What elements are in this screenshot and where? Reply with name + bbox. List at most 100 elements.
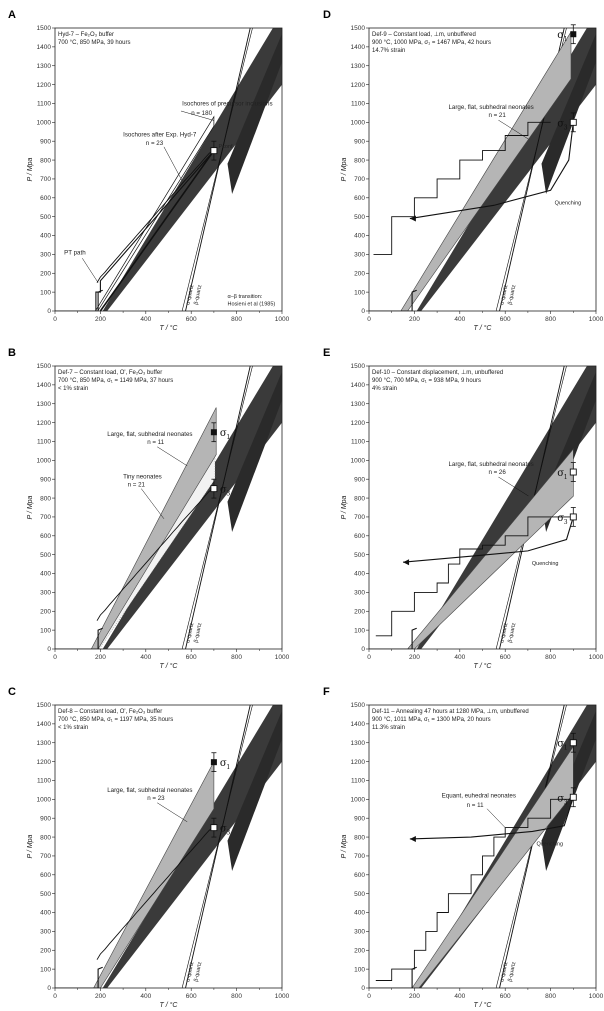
x-tick-label: 400 — [140, 654, 151, 661]
info-line: Def-9 – Constant load, ⊥m, unbuffered — [372, 31, 476, 38]
y-axis-label: P / Mpa — [341, 495, 348, 519]
info-line: 14.7% strain — [372, 48, 405, 54]
y-tick-label: 1300 — [351, 740, 366, 747]
heating-path — [369, 627, 417, 649]
y-tick-label: 300 — [354, 590, 365, 597]
x-tick-label: 200 — [409, 316, 420, 323]
annotation-pt-path: PT path — [64, 249, 86, 256]
y-tick-label: 200 — [40, 608, 51, 615]
panel-letter-E: E — [323, 347, 330, 359]
x-tick-label: 800 — [231, 993, 242, 1000]
isochore-steps — [375, 516, 574, 637]
y-tick-label: 100 — [40, 627, 51, 634]
y-tick-label: 1400 — [351, 44, 366, 51]
sigma1-point-sigma: σ — [220, 758, 227, 769]
y-tick-label: 0 — [361, 646, 365, 653]
annotation-large-n: n = 26 — [488, 469, 506, 476]
y-tick-label: 1300 — [37, 740, 52, 747]
sigma3-point-sigma: σ — [557, 118, 564, 129]
heating-path — [55, 289, 103, 311]
sigma1-point-sub: 1 — [226, 764, 230, 771]
sigma1-point-sigma: σ — [557, 30, 564, 41]
y-tick-label: 500 — [354, 552, 365, 559]
x-tick-label: 1000 — [275, 316, 290, 323]
y-tick-label: 100 — [354, 966, 365, 973]
x-tick-label: 1000 — [589, 316, 604, 323]
y-tick-label: 600 — [354, 872, 365, 879]
y-tick-label: 1200 — [351, 759, 366, 766]
dark-wedge — [227, 371, 282, 532]
y-tick-label: 1500 — [37, 25, 52, 32]
quenching-label: Quenching — [532, 561, 559, 567]
x-tick-label: 0 — [53, 316, 57, 323]
annotation-large-n: n = 23 — [147, 795, 165, 802]
y-tick-label: 1000 — [37, 797, 52, 804]
panel-letter-B: B — [8, 347, 16, 359]
x-axis-label: T / °C — [160, 324, 179, 332]
beta-quartz-label: β-quartz — [193, 622, 203, 643]
x-tick-label: 200 — [95, 316, 106, 323]
y-tick-label: 1100 — [37, 101, 51, 108]
y-tick-label: 1500 — [37, 702, 52, 709]
y-tick-label: 500 — [40, 891, 51, 898]
quenching-label: Quenching — [536, 841, 563, 847]
y-tick-label: 700 — [40, 514, 51, 521]
sigma1-point-sub: 1 — [564, 474, 568, 481]
info-line: Def-7 – Constant load, O', Fe₂O₃ buffer — [58, 370, 162, 376]
annotation-precursor-n: n = 180 — [191, 110, 212, 117]
isochore-steps — [96, 488, 215, 621]
x-tick-label: 800 — [545, 316, 556, 323]
plot-area-B — [55, 366, 282, 649]
dark-wedge — [227, 33, 282, 195]
x-tick-label: 0 — [367, 993, 371, 1000]
reference-line — [181, 28, 253, 311]
alpha-quartz-label: α-quartz — [185, 284, 195, 305]
sigma3-point-marker — [210, 824, 218, 832]
isochore-line — [99, 150, 215, 311]
y-tick-label: 800 — [354, 495, 365, 502]
annotation-large-leader — [157, 802, 188, 822]
y-tick-label: 1100 — [351, 778, 365, 785]
annotation-large-n: n = 11 — [147, 439, 164, 446]
y-tick-label: 1300 — [351, 63, 366, 70]
y-tick-label: 300 — [40, 252, 51, 259]
panel-letter-A: A — [8, 9, 16, 21]
x-axis-label: T / °C — [474, 662, 493, 670]
x-tick-label: 800 — [545, 654, 556, 661]
sigma1-point-marker — [569, 468, 577, 476]
x-tick-label: 600 — [186, 993, 197, 1000]
beta-quartz-label: β-quartz — [193, 284, 203, 305]
y-tick-label: 500 — [40, 552, 51, 559]
y-tick-label: 0 — [47, 308, 51, 315]
sigma3-point-sigma: σ — [557, 513, 564, 524]
info-line: 900 °C, 1000 MPa, σ₁ = 1467 MPa, 42 hour… — [372, 40, 491, 46]
annotation-pconf: Pconf — [218, 144, 233, 150]
x-tick-label: 800 — [545, 993, 556, 1000]
sigma1-point-marker — [210, 429, 217, 436]
annotation-precursor: Isochores of precursor inclusions — [182, 100, 272, 107]
panel-E: E Quenching 0 200 400 600 800 1000 0 100 200 300 400… — [323, 347, 604, 670]
heating-path — [55, 627, 103, 649]
panel-letter-D: D — [323, 9, 331, 21]
info-line: 900 °C, 700 MPa, σ₁ = 938 MPa, 9 hours — [372, 378, 481, 384]
annotation-large: Large, flat, subhedral neonates — [448, 104, 533, 111]
neonate-band — [90, 407, 217, 649]
info-line: 700 °C, 850 MPa, 39 hours — [58, 40, 130, 46]
plot-area-A — [55, 28, 282, 311]
heating-path — [55, 966, 103, 988]
sigma3-point-marker — [569, 118, 577, 126]
y-tick-label: 1400 — [37, 44, 52, 51]
x-axis-label: T / °C — [474, 324, 493, 332]
y-tick-label: 1100 — [37, 778, 51, 785]
quench-arrowhead — [409, 215, 416, 222]
x-tick-label: 0 — [367, 654, 371, 661]
y-tick-label: 1200 — [37, 759, 52, 766]
neonate-band — [411, 745, 574, 988]
x-tick-label: 1000 — [589, 993, 604, 1000]
reference-line — [181, 705, 253, 988]
y-tick-label: 0 — [47, 985, 51, 992]
info-line: Hyd-7 – Fe₂O₃ buffer — [58, 32, 114, 38]
x-tick-label: 600 — [186, 654, 197, 661]
y-tick-label: 1300 — [351, 401, 366, 408]
